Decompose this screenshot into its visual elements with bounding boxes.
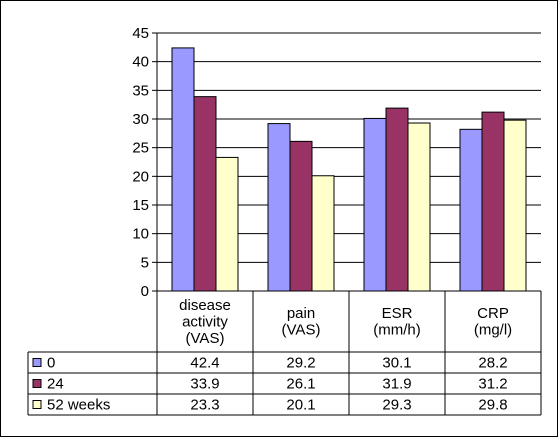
category-label: disease [179, 297, 231, 314]
y-tick-label: 20 [132, 168, 149, 185]
data-label: 42.4 [190, 355, 219, 372]
bar-1-series-2 [193, 96, 217, 292]
bar-2-series-1 [267, 123, 291, 292]
category-label: pain [287, 305, 315, 322]
data-label: 23.3 [190, 397, 219, 414]
data-label: 31.9 [382, 376, 411, 393]
bar-4-series-3 [503, 119, 527, 292]
bar-4-series-1 [459, 128, 483, 292]
bar-3-series-1 [363, 117, 387, 292]
data-label: 20.1 [286, 397, 315, 414]
y-axis: 0 5 10 15 20 25 30 35 40 45 [132, 25, 541, 300]
y-tick-label: 5 [141, 254, 149, 271]
data-label: 29.2 [286, 355, 315, 372]
data-label: 28.2 [478, 355, 507, 372]
legend-label: 24 [47, 376, 64, 393]
data-label: 26.1 [286, 376, 315, 393]
category-label: activity [182, 313, 228, 330]
data-label: 33.9 [190, 376, 219, 393]
category-label: (VAS) [282, 322, 321, 339]
legend-swatch [32, 400, 42, 409]
y-tick-label: 10 [132, 226, 149, 243]
category-label: (mg/l) [474, 322, 512, 339]
data-label: 30.1 [382, 355, 411, 372]
data-table: diseaseactivity(VAS)pain(VAS)ESR(mm/h)CR… [27, 291, 542, 416]
category-label: (VAS) [186, 330, 225, 347]
y-tick-label: 45 [132, 25, 149, 42]
category-label: ESR [382, 305, 413, 322]
legend-label: 52 weeks [47, 397, 110, 414]
bar-4-series-2 [481, 111, 505, 292]
bar-2-series-3 [311, 175, 335, 292]
y-tick-label: 30 [132, 111, 149, 128]
y-tick-label: 15 [132, 197, 149, 214]
legend-swatch [32, 379, 42, 388]
data-label: 31.2 [478, 376, 507, 393]
category-label: (mm/h) [373, 322, 421, 339]
bar-1-series-3 [215, 156, 239, 292]
legend-swatch [32, 358, 42, 367]
bar-3-series-2 [385, 107, 409, 292]
bar-3-series-3 [407, 122, 431, 292]
category-label: CRP [477, 305, 509, 322]
bar-1-series-1 [171, 47, 195, 292]
y-tick-label: 35 [132, 82, 149, 99]
bar-2-series-2 [289, 140, 313, 292]
y-tick-label: 0 [141, 283, 149, 300]
data-label: 29.8 [478, 397, 507, 414]
bars [171, 47, 527, 292]
y-tick-label: 25 [132, 140, 149, 157]
y-tick-label: 40 [132, 54, 149, 71]
legend-label: 0 [47, 355, 55, 372]
data-label: 29.3 [382, 397, 411, 414]
